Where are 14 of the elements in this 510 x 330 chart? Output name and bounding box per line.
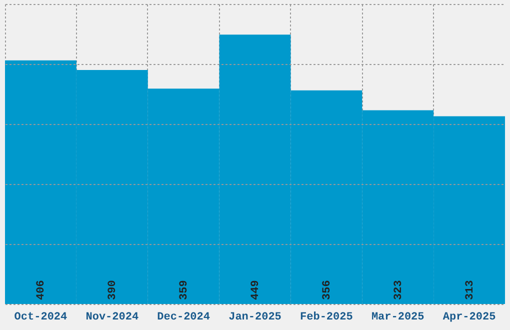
x-tick-label: Jan-2025 bbox=[228, 312, 282, 324]
data-label: 449 bbox=[250, 280, 262, 300]
data-label: 390 bbox=[107, 280, 120, 300]
x-tick-label: Oct-2024 bbox=[14, 312, 68, 324]
data-label: 356 bbox=[321, 280, 334, 300]
x-tick-label: Mar-2025 bbox=[371, 312, 425, 324]
x-tick-label: Feb-2025 bbox=[300, 312, 354, 324]
data-label: 313 bbox=[464, 280, 476, 300]
data-label: 359 bbox=[178, 280, 191, 300]
x-tick-label: Apr-2025 bbox=[442, 312, 496, 324]
data-label: 406 bbox=[36, 280, 48, 300]
x-tick-label: Dec-2024 bbox=[157, 312, 210, 324]
data-label: 323 bbox=[392, 280, 405, 300]
x-tick-label: Nov-2024 bbox=[86, 312, 139, 324]
